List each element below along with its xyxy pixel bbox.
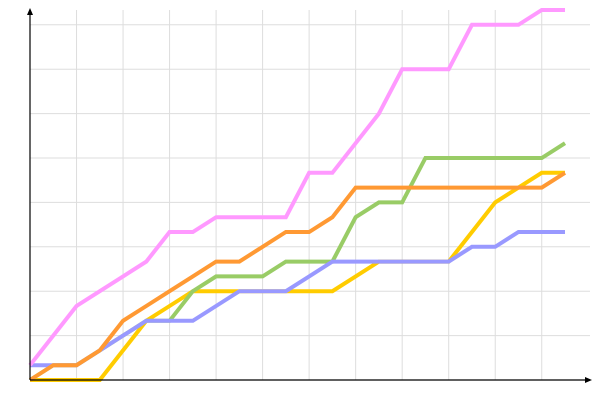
- series-line-0: [30, 170, 565, 382]
- series-line-3: [28, 171, 567, 382]
- series-line-4: [28, 8, 565, 367]
- y-axis-arrow-icon: [27, 8, 33, 15]
- series-group: [28, 8, 567, 382]
- series-line-2: [30, 230, 565, 368]
- x-axis-arrow-icon: [585, 377, 592, 383]
- axes: [27, 8, 592, 383]
